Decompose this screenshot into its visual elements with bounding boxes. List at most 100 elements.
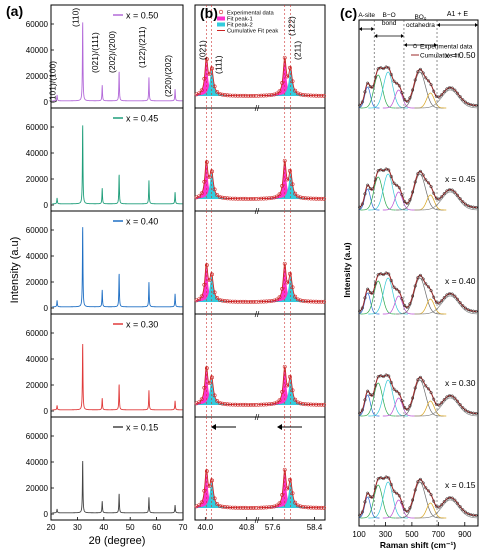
x-tick-label: 70 — [179, 523, 188, 532]
raman-experimental-point — [373, 485, 378, 489]
experimental-point — [256, 505, 261, 510]
raman-component-line — [359, 188, 380, 211]
raman-experimental-point — [418, 169, 423, 173]
raman-experimental-point — [363, 90, 367, 94]
raman-experimental-point — [453, 190, 457, 194]
raman-component-line — [414, 295, 477, 315]
y-tick-label: 0 — [44, 98, 49, 107]
experimental-point — [314, 299, 319, 304]
experimental-point — [269, 93, 274, 97]
raman-cumulative-fit — [359, 66, 477, 107]
experimental-point — [204, 57, 209, 62]
raman-experimental-point — [403, 405, 407, 410]
raman-experimental-point — [379, 272, 383, 276]
experimental-point — [290, 285, 295, 290]
raman-experimental-point — [392, 285, 396, 289]
raman-experimental-point — [403, 303, 407, 308]
experimental-point — [314, 196, 319, 201]
raman-experimental-point — [432, 397, 436, 401]
experimental-point — [235, 93, 240, 98]
raman-experimental-point — [379, 374, 383, 378]
raman-experimental-point — [403, 199, 407, 204]
raman-component-line — [368, 71, 408, 109]
y-tick-label: 40000 — [26, 355, 49, 364]
experimental-point — [282, 467, 287, 472]
experimental-point — [319, 402, 324, 407]
raman-experimental-point — [366, 389, 370, 393]
experimental-point — [306, 402, 311, 407]
raman-experimental-point — [411, 190, 415, 194]
experimental-point — [215, 502, 220, 506]
raman-experimental-point — [381, 477, 386, 481]
experimental-point — [306, 196, 311, 201]
experimental-point — [264, 196, 269, 201]
raman-experimental-point — [461, 508, 465, 512]
peak-label: (111) — [214, 55, 224, 74]
experimental-point — [282, 158, 287, 163]
y-tick-label: 60000 — [26, 329, 49, 338]
experimental-point — [293, 294, 298, 299]
raman-experimental-point — [395, 389, 399, 393]
experimental-point — [256, 299, 261, 304]
experimental-point — [215, 399, 220, 403]
raman-sample-label: x = 0.30 — [445, 378, 476, 388]
experimental-point — [306, 505, 311, 510]
raman-experimental-point — [466, 512, 470, 516]
raman-experimental-point — [450, 496, 454, 500]
experimental-point — [288, 477, 292, 482]
experimental-point — [243, 402, 248, 407]
xrd-legend-label: x = 0.40 — [126, 217, 158, 227]
raman-experimental-point — [400, 193, 404, 197]
experimental-point — [256, 93, 261, 98]
experimental-point — [259, 402, 264, 407]
experimental-point — [228, 505, 233, 510]
experimental-point — [230, 505, 235, 510]
experimental-point — [204, 469, 209, 474]
x-tick-label: 50 — [126, 523, 135, 532]
raman-frame — [358, 19, 479, 527]
raman-experimental-point — [474, 411, 478, 415]
experimental-point — [319, 505, 324, 510]
experimental-point — [308, 299, 313, 304]
experimental-point — [251, 196, 256, 201]
experimental-point — [248, 402, 253, 407]
y-tick-label: 0 — [44, 304, 49, 313]
raman-experimental-point — [363, 192, 367, 196]
raman-experimental-point — [429, 185, 433, 189]
x-tick-label: 57.6 — [265, 523, 281, 532]
experimental-point — [277, 89, 282, 94]
raman-experimental-point — [453, 294, 457, 298]
peak-label: (220)/(202) — [163, 55, 173, 97]
raman-component-line — [414, 397, 477, 417]
experimental-point — [322, 196, 326, 201]
experimental-point — [322, 505, 326, 510]
raman-experimental-point — [437, 301, 441, 305]
experimental-point — [301, 196, 305, 200]
experimental-point — [225, 196, 230, 201]
experimental-point — [267, 505, 271, 510]
experimental-point — [251, 505, 256, 510]
raman-experimental-point — [360, 408, 364, 412]
experimental-point — [217, 91, 222, 96]
raman-experimental-point — [389, 73, 393, 77]
raman-experimental-point — [360, 510, 364, 514]
experimental-point — [217, 194, 222, 199]
experimental-point — [238, 299, 243, 304]
raman-component-line — [359, 496, 380, 519]
raman-experimental-point — [424, 384, 428, 388]
raman-experimental-point — [358, 309, 362, 313]
experimental-point — [202, 488, 207, 493]
raman-experimental-point — [411, 498, 415, 502]
raman-experimental-point — [458, 301, 462, 305]
x-tick-label: 58.4 — [307, 523, 323, 532]
y-tick-label: 60000 — [26, 226, 49, 235]
raman-experimental-point — [416, 480, 420, 484]
experimental-point — [215, 90, 220, 94]
raman-experimental-point — [408, 198, 412, 202]
experimental-point — [311, 93, 316, 98]
raman-experimental-point — [411, 88, 415, 92]
raman-experimental-point — [392, 181, 396, 185]
experimental-point — [235, 299, 240, 304]
experimental-point — [303, 93, 308, 98]
experimental-point — [319, 93, 324, 98]
